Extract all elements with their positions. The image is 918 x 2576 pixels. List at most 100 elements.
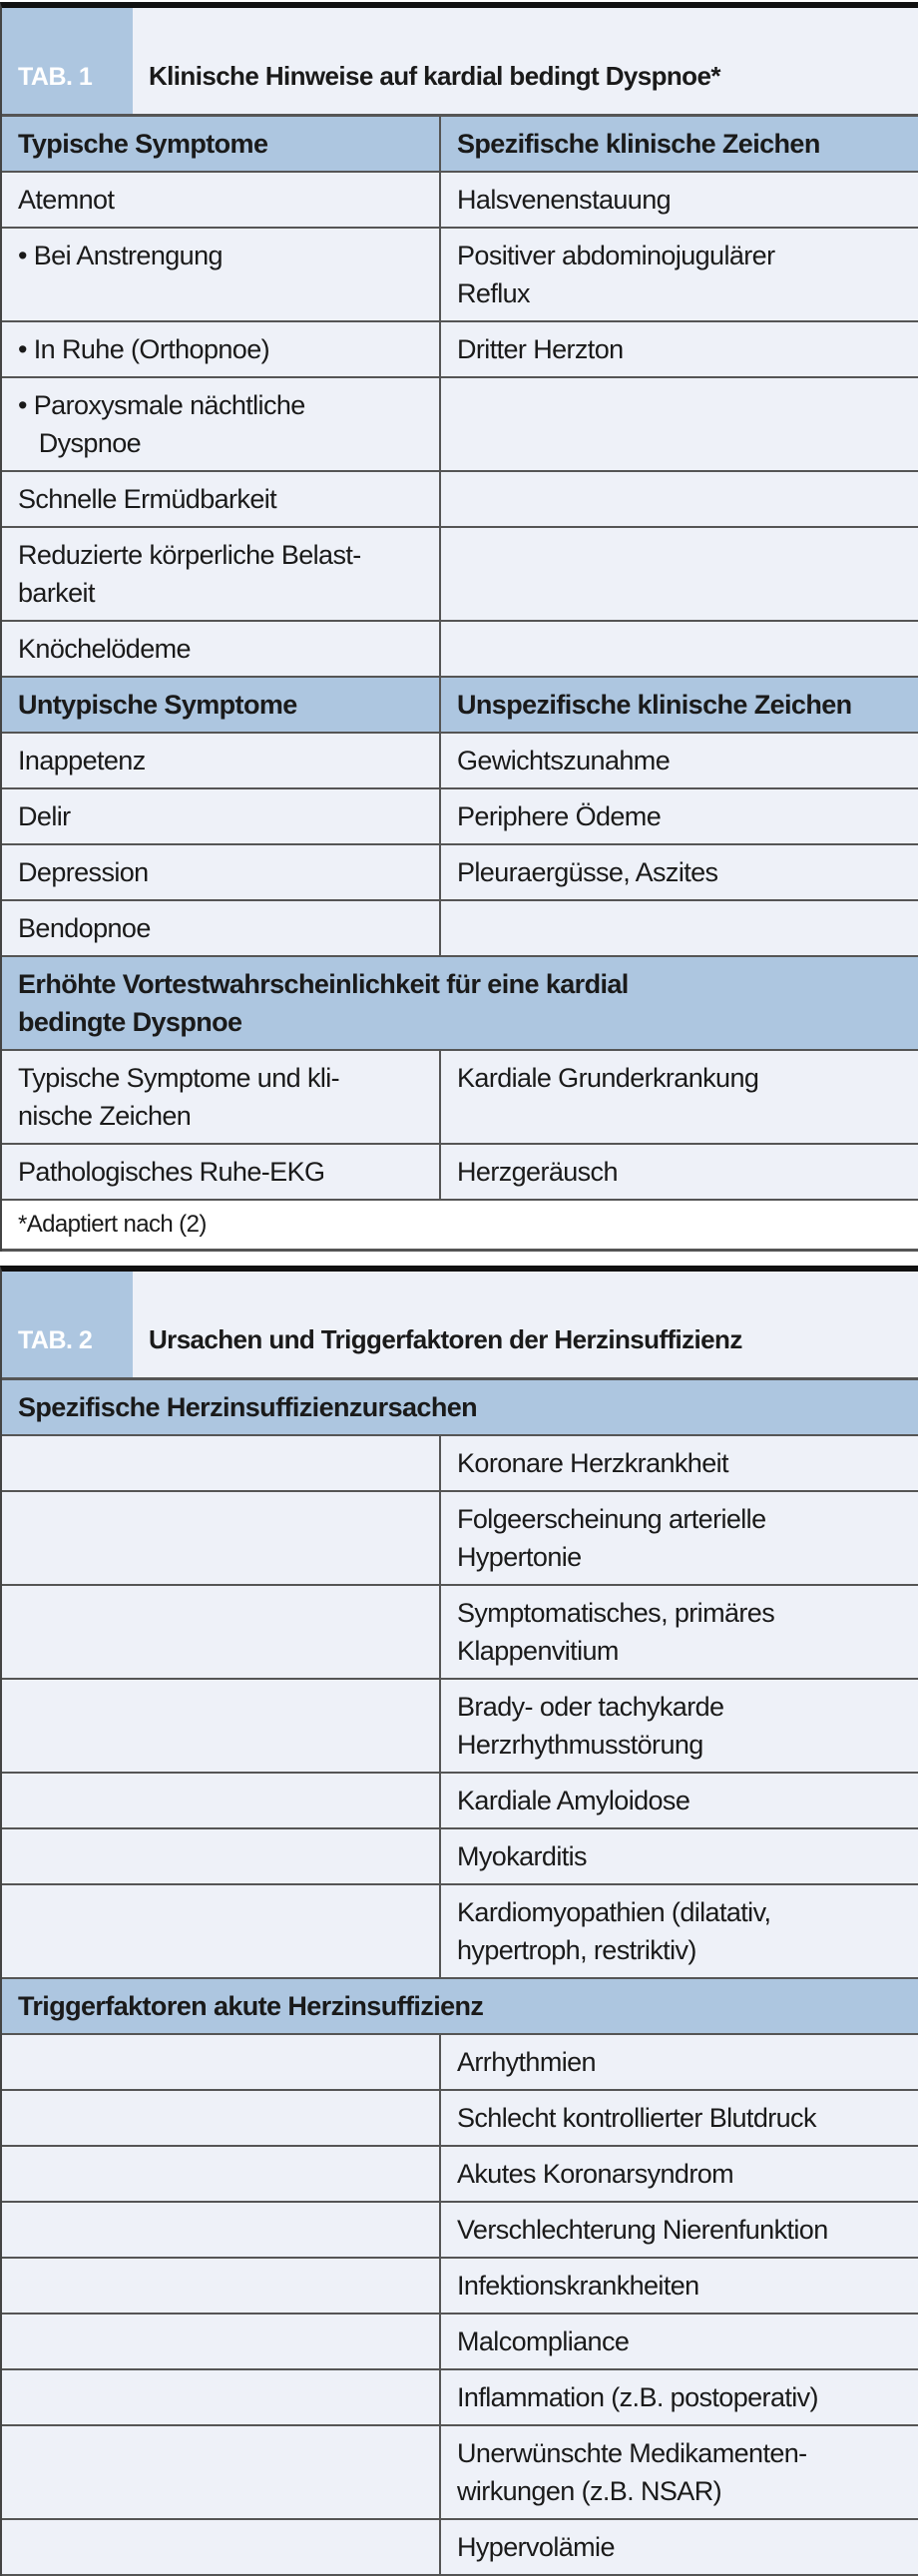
table-row: Pathologisches Ruhe-EKG Herzgeräusch [2,1145,918,1201]
cell-right: Kardiomyopathien (dilatativ, hypertroph,… [457,1897,771,1965]
cell-left [2,1586,441,1678]
cell-left: Atemnot [2,173,441,227]
section-header-row: Spezifische Herzinsuffizienzursachen [2,1380,918,1436]
table-title: Klinische Hinweise auf kardial bedingt D… [149,61,720,91]
table-row: • In Ruhe (Orthopnoe) Dritter Herzton [2,322,918,378]
cell-right: Myokarditis [457,1841,588,1871]
table-row: Depression Pleuraergüsse, Aszites [2,845,918,901]
table-header: TAB. 1 Klinische Hinweise auf kardial be… [2,8,918,117]
cell-left: Depression [2,845,441,899]
table-title: Ursachen und Triggerfaktoren der Herzins… [149,1324,742,1354]
table-row: Schlecht kontrollierter Blutdruck [2,2091,918,2147]
section-title: Triggerfaktoren akute Herzinsuffizienz [18,1991,484,2021]
cell-left [2,1885,441,1977]
table-row: Hypervolämie [2,2520,918,2576]
cell-right: Positiver abdominojugulärer Reflux [457,241,775,308]
cell-right: Unerwünschte Medikamenten- wirkungen (z.… [457,2438,807,2506]
cell-left: Typische Symptome und kli- nische Zeiche… [2,1051,441,1143]
table-row: Kardiomyopathien (dilatativ, hypertroph,… [2,1885,918,1979]
table-row: Arrhythmien [2,2035,918,2091]
cell-right: Schlecht kontrollierter Blutdruck [457,2103,816,2133]
cell-right: Halsvenenstauung [457,185,672,215]
cell-left [2,2370,441,2424]
column-header-right: Spezifische klinische Zeichen [457,129,820,159]
cell-left: • Paroxysmale nächtliche Dyspnoe [2,378,441,470]
cell-right: Kardiale Grunderkrankung [457,1063,759,1093]
footnote: *Adaptiert nach (2) [18,1211,207,1238]
cell-right: Arrhythmien [457,2047,597,2077]
table-row: Verschlechterung Nierenfunktion [2,2203,918,2259]
table-row: Myokarditis [2,1829,918,1885]
cell-right: Symptomatisches, primäres Klappenvitium [457,1598,775,1666]
cell-right: Hypervolämie [457,2532,615,2562]
cell-left [2,1829,441,1883]
table-row: Symptomatisches, primäres Klappenvitium [2,1586,918,1680]
table-row: Bendopnoe [2,901,918,957]
cell-left: Inappetenz [2,734,441,787]
table-tag: TAB. 1 [2,8,133,114]
cell-left [2,1436,441,1490]
cell-left [2,2315,441,2368]
table-2: TAB. 2 Ursachen und Triggerfaktoren der … [0,1266,918,2576]
cell-left: • In Ruhe (Orthopnoe) [2,322,441,376]
footnote-row: *Adaptiert nach (2) [2,1201,918,1252]
cell-right: Pleuraergüsse, Aszites [457,857,718,887]
table-row: Malcompliance [2,2315,918,2370]
table-row: Reduzierte körperliche Belast- barkeit [2,528,918,622]
cell-left: Knöchelödeme [2,622,441,676]
section-header-row: Triggerfaktoren akute Herzinsuffizienz [2,1979,918,2035]
cell-right: Brady- oder tachykarde Herzrhythmusstöru… [457,1692,724,1760]
section-header-row: Erhöhte Vortestwahrscheinlichkeit für ei… [2,957,918,1051]
cell-left [2,2520,441,2574]
table-row: Inappetenz Gewichtszunahme [2,734,918,789]
cell-right: Inflammation (z.B. postoperativ) [457,2382,819,2412]
column-header-left: Untypische Symptome [2,678,441,732]
cell-left: Delir [2,789,441,843]
section-title: Erhöhte Vortestwahrscheinlichkeit für ei… [18,969,629,1037]
cell-left [2,2147,441,2201]
section-title: Spezifische Herzinsuffizienzursachen [18,1392,478,1422]
cell-left [2,2035,441,2089]
column-header-right: Unspezifische klinische Zeichen [457,690,852,720]
table-1: TAB. 1 Klinische Hinweise auf kardial be… [0,2,918,1252]
table-row: Inflammation (z.B. postoperativ) [2,2370,918,2426]
cell-left: Reduzierte körperliche Belast- barkeit [2,528,441,620]
table-header: TAB. 2 Ursachen und Triggerfaktoren der … [2,1272,918,1380]
table-row: • Bei Anstrengung Positiver abdominojugul… [2,229,918,322]
cell-right [441,528,918,620]
cell-left [2,1774,441,1827]
cell-right [441,472,918,526]
table-tag: TAB. 2 [2,1272,133,1377]
column-header-left: Typische Symptome [2,117,441,171]
section-header-row: Typische Symptome Spezifische klinische Z… [2,117,918,173]
cell-left [2,2091,441,2145]
cell-right: Infektionskrankheiten [457,2271,699,2301]
cell-right: Periphere Ödeme [457,801,662,831]
cell-right: Malcompliance [457,2326,630,2356]
cell-right: Folgeerscheinung arterielle Hypertonie [457,1504,766,1572]
table-row: Delir Periphere Ödeme [2,789,918,845]
table-row: Schnelle Ermüdbarkeit [2,472,918,528]
cell-left: Pathologisches Ruhe-EKG [2,1145,441,1199]
table-row: Typische Symptome und kli- nische Zeiche… [2,1051,918,1145]
cell-left [2,1680,441,1772]
cell-right [441,378,918,470]
cell-left [2,2426,441,2518]
table-row: Koronare Herzkrankheit [2,1436,918,1492]
cell-right [441,622,918,676]
table-row: • Paroxysmale nächtliche Dyspnoe [2,378,918,472]
table-row: Folgeerscheinung arterielle Hypertonie [2,1492,918,1586]
cell-right: Gewichtszunahme [457,746,671,775]
table-row: Atemnot Halsvenenstauung [2,173,918,229]
table-row: Kardiale Amyloidose [2,1774,918,1829]
cell-left [2,2203,441,2257]
cell-right [441,901,918,955]
section-header-row: Untypische Symptome Unspezifische klinisc… [2,678,918,734]
cell-right: Verschlechterung Nierenfunktion [457,2215,828,2245]
cell-left [2,2259,441,2313]
cell-right: Dritter Herzton [457,334,624,364]
cell-left: • Bei Anstrengung [2,229,441,320]
cell-right: Kardiale Amyloidose [457,1786,690,1815]
cell-left [2,1492,441,1584]
table-row: Akutes Koronarsyndrom [2,2147,918,2203]
